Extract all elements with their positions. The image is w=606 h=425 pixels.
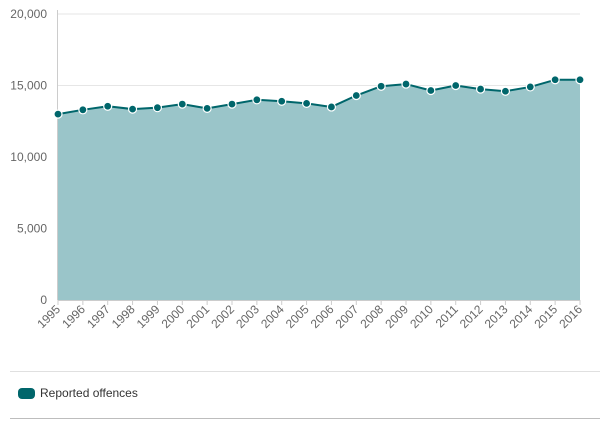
x-tick-label: 2000 [159,302,188,331]
legend-item-reported-offences[interactable]: Reported offences [18,386,138,400]
series-line [57,78,580,116]
data-point [78,105,88,115]
x-tick-label: 2008 [357,302,386,331]
x-tick-label: 2015 [531,302,560,331]
x-tick-label: 2003 [233,302,262,331]
x-axis-tick-labels: 1995199619971998199920002001200220032004… [34,302,585,331]
data-point [525,82,535,92]
data-point [376,81,386,91]
y-tick-label: 0 [40,293,47,307]
data-point [202,103,212,113]
x-tick-label: 2002 [208,302,237,331]
x-tick-label: 2010 [407,302,436,331]
data-point [351,90,361,101]
data-point [103,101,113,111]
data-point [301,98,312,108]
y-tick-label: 5,000 [17,222,47,236]
x-tick-label: 1997 [84,302,113,331]
series-area [58,79,580,300]
data-point [426,85,436,96]
x-tick-label: 2009 [382,302,411,331]
data-point [401,79,411,89]
data-point [277,96,287,106]
data-point [575,75,585,85]
x-tick-label: 1995 [34,302,63,331]
x-tick-label: 2006 [308,302,337,331]
x-tick-label: 2013 [482,302,511,331]
x-tick-label: 2004 [258,302,287,331]
data-point [53,109,63,119]
series-points [53,75,585,119]
x-tick-label: 1999 [134,302,163,331]
data-point [451,80,461,91]
data-point [227,99,237,109]
area-fill [58,79,580,300]
data-point [475,84,486,94]
x-tick-label: 1998 [109,302,138,331]
x-tick-label: 2007 [333,302,362,331]
data-point [177,99,187,109]
data-point [152,103,163,113]
y-tick-label: 10,000 [10,150,47,164]
legend-label: Reported offences [40,386,138,400]
x-tick-label: 2012 [457,302,486,331]
data-point [326,102,337,112]
data-point [550,75,560,85]
y-axis-tick-labels: 0 5,000 10,000 15,000 20,000 [10,7,47,307]
x-tick-label: 2001 [183,302,212,331]
x-tick-label: 2016 [556,302,585,331]
x-tick-label: 2005 [283,302,312,331]
axes [57,10,581,305]
data-point [500,86,511,96]
y-tick-label: 15,000 [10,79,47,93]
y-tick-label: 20,000 [10,7,47,21]
x-tick-label: 2014 [507,302,536,331]
x-tick-label: 1996 [59,302,88,331]
legend: Reported offences [10,371,600,419]
series-line-group [57,78,580,116]
data-point [252,95,262,105]
legend-swatch [18,387,35,399]
data-point [127,104,138,114]
x-tick-label: 2011 [433,302,461,330]
